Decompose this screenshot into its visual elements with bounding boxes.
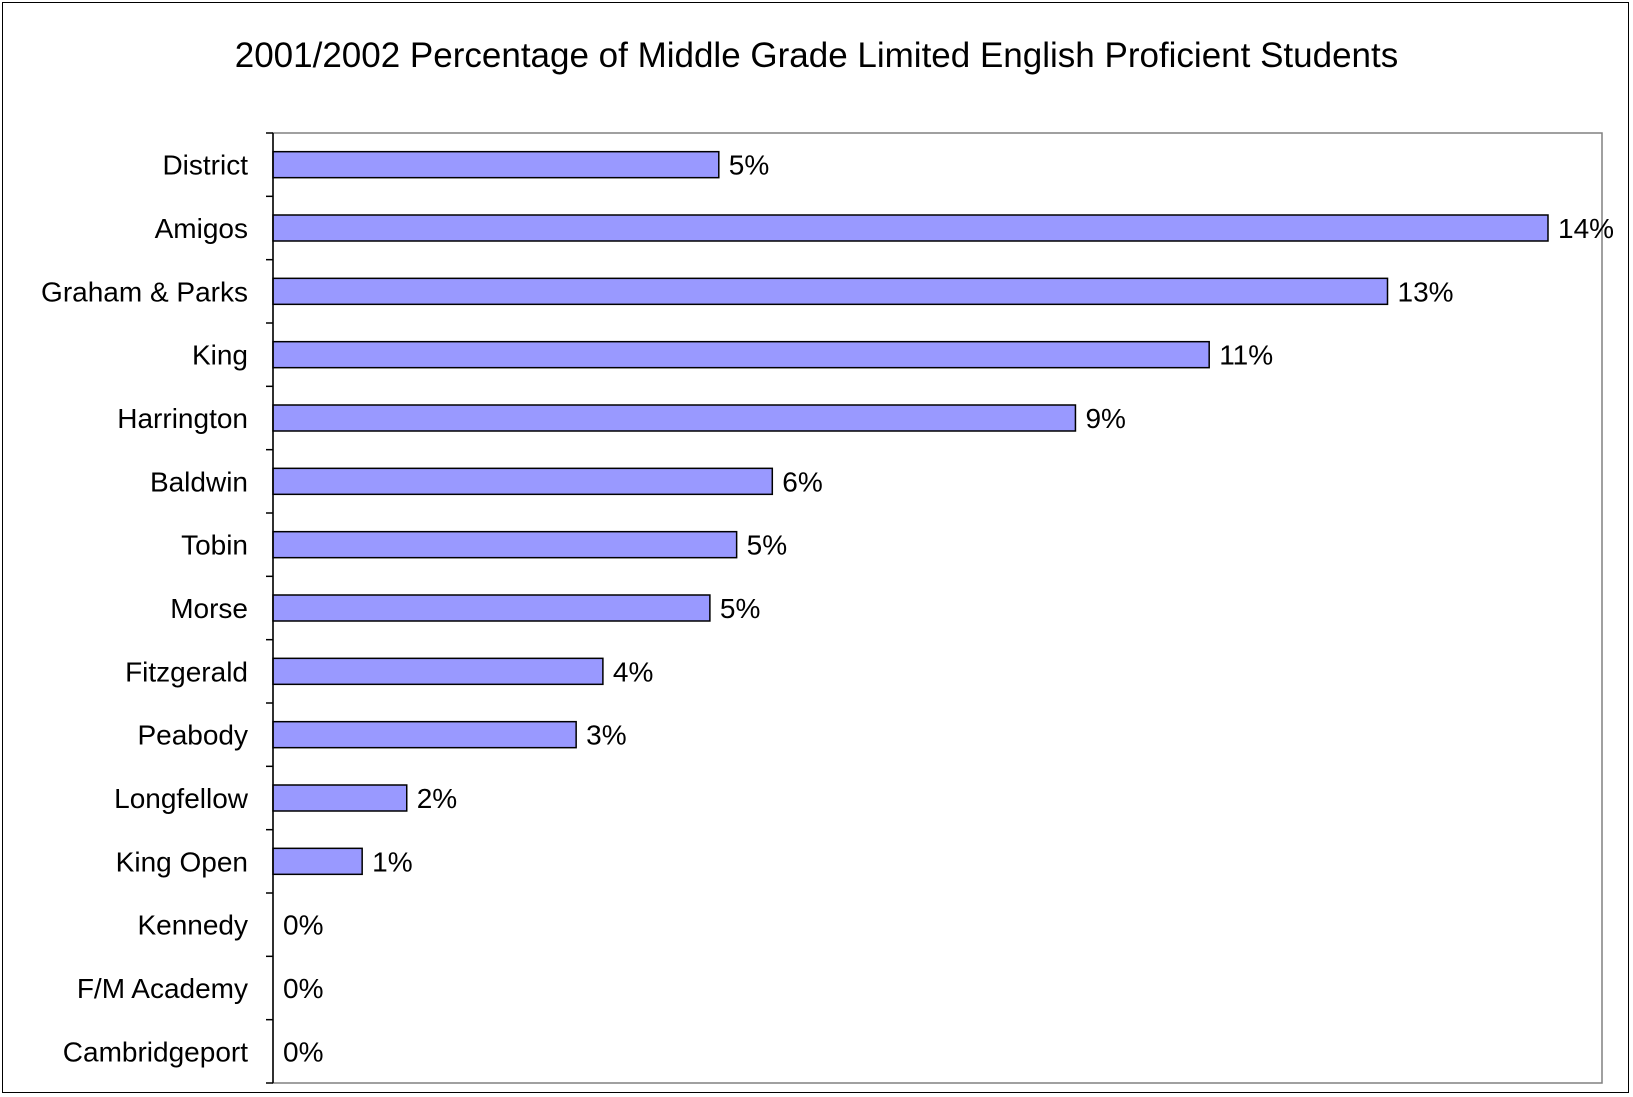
value-label: 0% bbox=[283, 910, 323, 941]
value-label: 13% bbox=[1398, 276, 1454, 307]
category-label: Tobin bbox=[181, 530, 248, 561]
bar bbox=[272, 467, 774, 496]
value-label: 9% bbox=[1085, 403, 1125, 434]
value-label: 1% bbox=[372, 846, 412, 877]
value-label: 2% bbox=[417, 783, 457, 814]
category-label: Kennedy bbox=[137, 910, 248, 941]
category-label: Harrington bbox=[117, 403, 248, 434]
bar bbox=[272, 784, 408, 812]
y-axis-ticks bbox=[266, 132, 273, 1084]
category-label: Morse bbox=[170, 593, 248, 624]
category-label: Amigos bbox=[155, 213, 248, 244]
value-label: 14% bbox=[1558, 213, 1614, 244]
value-label: 5% bbox=[747, 530, 787, 561]
value-label: 6% bbox=[782, 466, 822, 497]
bar bbox=[272, 657, 604, 686]
category-label: District bbox=[162, 150, 248, 181]
bar bbox=[272, 214, 1549, 242]
category-label: Peabody bbox=[137, 720, 248, 751]
value-labels: 5% 14% 13% 11% 9% 6% 5% 5% 4% 3% 2% 1% 0% 0% 0% bbox=[283, 150, 1614, 1068]
bar bbox=[272, 277, 1389, 306]
category-label: King bbox=[192, 340, 248, 371]
value-label: 5% bbox=[729, 150, 769, 181]
bar bbox=[272, 150, 720, 179]
bar bbox=[272, 594, 711, 622]
value-label: 0% bbox=[283, 1036, 323, 1067]
bar bbox=[272, 720, 577, 749]
bar bbox=[272, 530, 738, 559]
category-label: Cambridgeport bbox=[63, 1036, 248, 1067]
bar bbox=[272, 404, 1077, 432]
category-label: Longfellow bbox=[114, 783, 249, 814]
value-label: 3% bbox=[586, 720, 626, 751]
category-label: F/M Academy bbox=[77, 973, 248, 1004]
value-label: 11% bbox=[1219, 340, 1273, 371]
category-labels: District Amigos Graham & Parks King Harringt… bbox=[41, 150, 249, 1068]
value-label: 4% bbox=[613, 656, 653, 687]
chart-title: 2001/2002 Percentage of Middle Grade Lim… bbox=[234, 36, 1399, 75]
value-label: 0% bbox=[283, 973, 323, 1004]
category-label: Fitzgerald bbox=[125, 656, 248, 687]
category-label: King Open bbox=[116, 846, 248, 877]
value-label: 5% bbox=[720, 593, 760, 624]
category-label: Baldwin bbox=[150, 466, 248, 497]
bar bbox=[272, 340, 1210, 369]
category-label: Graham & Parks bbox=[41, 276, 248, 307]
bars-layer bbox=[272, 150, 1549, 876]
bar bbox=[272, 847, 363, 876]
